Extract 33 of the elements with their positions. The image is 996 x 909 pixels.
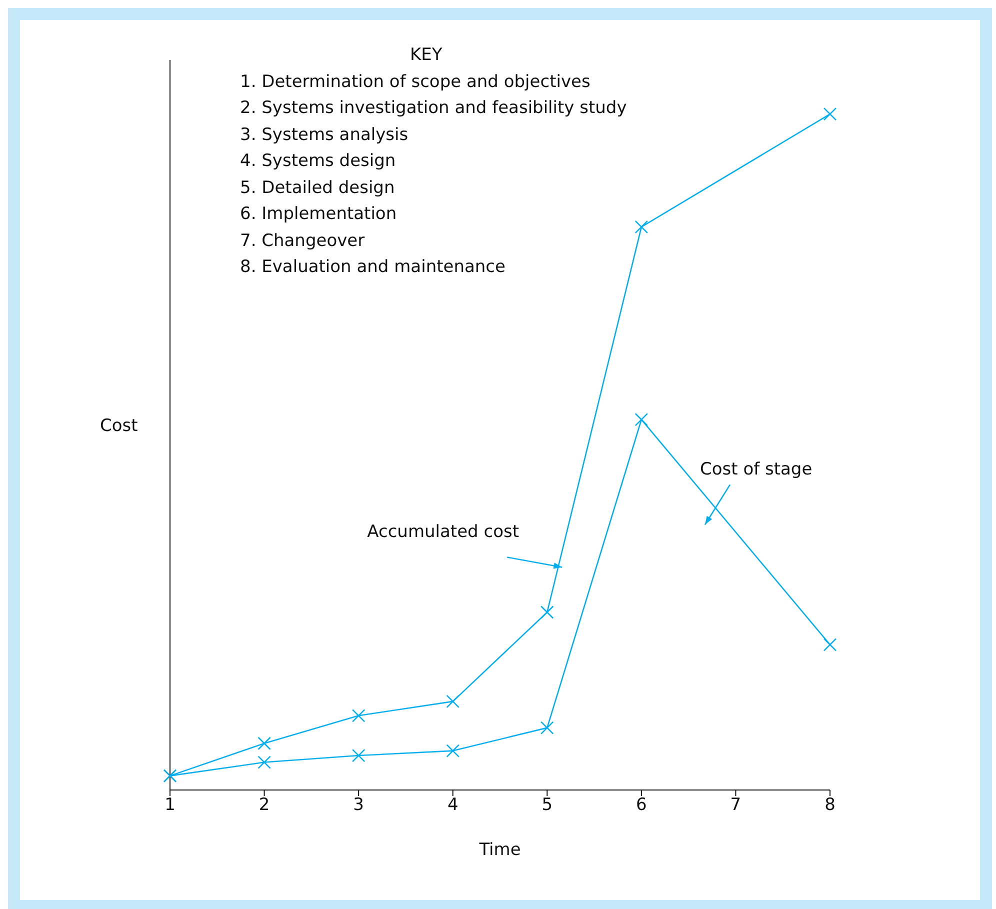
x-tick-label: 3 xyxy=(353,795,364,816)
text: KEY xyxy=(409,44,444,67)
text: 1. Determination of scope and objectives xyxy=(240,70,592,94)
text: Accumulated cost xyxy=(367,522,520,542)
annotation: 3. Systems analysis xyxy=(240,124,410,146)
series-label: Cost of stage xyxy=(700,460,812,480)
annotation: 2. Systems investigation and feasibility study xyxy=(240,97,627,120)
point xyxy=(634,412,648,426)
point xyxy=(823,638,837,652)
point xyxy=(446,744,460,758)
point xyxy=(540,721,554,734)
point xyxy=(540,606,554,619)
x-tick-label: 8 xyxy=(824,795,836,816)
point xyxy=(823,107,837,121)
annotation: 4. Systems design xyxy=(240,150,397,173)
point xyxy=(258,736,271,750)
x-tick-label: 6 xyxy=(636,795,647,816)
annotation: 5. Detailed design xyxy=(240,176,396,200)
point xyxy=(446,694,460,708)
point xyxy=(634,220,648,234)
point xyxy=(352,748,366,762)
x-tick-label: 7 xyxy=(730,795,742,816)
x-tick-label: 2 xyxy=(258,795,270,816)
y-axis-title: Cost xyxy=(100,416,138,436)
point xyxy=(352,709,366,722)
annotation: 6. Implementation xyxy=(240,203,398,226)
x-tick-label: 4 xyxy=(447,795,458,816)
point xyxy=(258,756,271,769)
annotation: 8. Evaluation and maintenance xyxy=(240,256,506,279)
annotation: 7. Changeover xyxy=(240,230,366,252)
x-axis-title: Time xyxy=(478,840,521,860)
x-tick-label: 1 xyxy=(164,795,176,816)
x-tick-label: 5 xyxy=(542,795,553,816)
